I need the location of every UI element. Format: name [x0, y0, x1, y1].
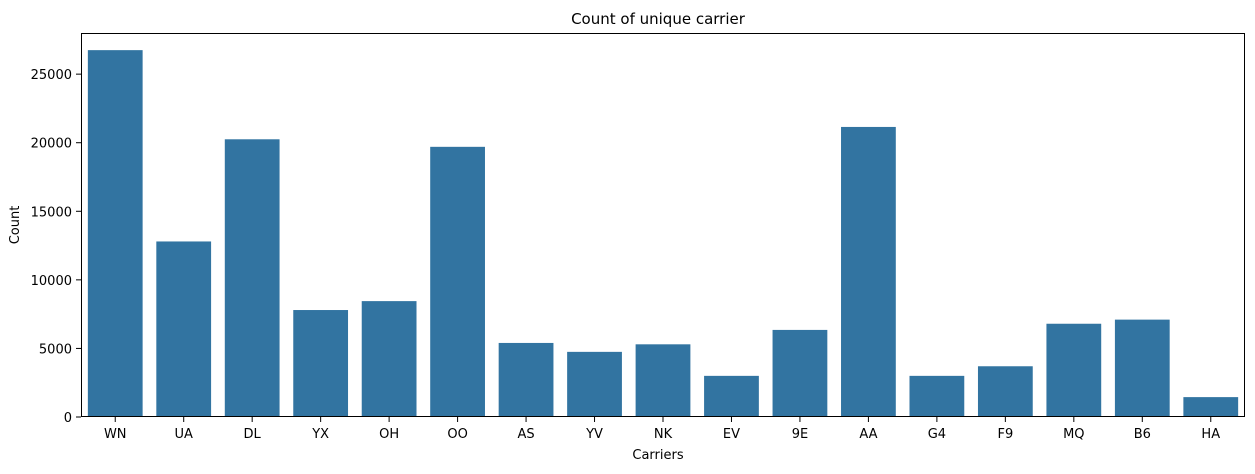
x-tick-label: G4: [928, 427, 946, 442]
bar-dl: [224, 139, 280, 418]
bar-yx: [293, 310, 349, 417]
bar-b6: [1114, 319, 1170, 417]
y-ticks-group: 0 5000 10000 15000 20000 25000: [31, 68, 81, 426]
bar-9e: [772, 329, 828, 417]
y-tick-label: 15000: [31, 205, 72, 220]
bars-group: [87, 50, 1239, 418]
x-tick-label: OH: [379, 427, 399, 442]
bar-ua: [156, 241, 212, 417]
x-tick-label: AA: [859, 427, 877, 442]
y-tick-label: 25000: [31, 68, 72, 83]
bar-ha: [1183, 397, 1239, 417]
bar-g4: [909, 375, 965, 417]
x-tick-label: OO: [447, 427, 467, 442]
y-tick-label: 0: [64, 411, 72, 426]
bar-oh: [361, 301, 417, 417]
x-tick-label: YX: [311, 427, 329, 442]
x-tick-label: F9: [997, 427, 1013, 442]
y-axis-label: Count: [8, 206, 23, 245]
bar-aa: [841, 126, 896, 417]
x-axis-label: Carriers: [632, 448, 683, 463]
x-tick-label: 9E: [792, 427, 809, 442]
bar-ev: [704, 375, 759, 417]
bar-mq: [1046, 323, 1102, 417]
x-tick-label: B6: [1134, 427, 1151, 442]
y-tick-label: 20000: [31, 137, 72, 152]
bar-oo: [430, 146, 485, 418]
chart-title: Count of unique carrier: [571, 10, 746, 28]
x-tick-label: NK: [654, 427, 673, 442]
x-tick-label: WN: [104, 427, 127, 442]
bar-as: [498, 342, 554, 417]
x-tick-label: DL: [244, 427, 262, 442]
x-tick-label: MQ: [1063, 427, 1084, 442]
x-tick-label: AS: [517, 427, 534, 442]
plot-frame: [81, 33, 1245, 417]
x-tick-label: YV: [585, 427, 603, 442]
x-ticks-group: WN UA DL YX OH OO AS YV NK EV 9E AA G4 F9 MQ B6 HA: [104, 417, 1220, 442]
y-tick-label: 5000: [39, 342, 72, 357]
x-tick-label: UA: [174, 427, 193, 442]
y-tick-label: 10000: [31, 274, 72, 289]
x-tick-label: EV: [723, 427, 740, 442]
bar-yv: [567, 351, 622, 417]
bar-nk: [635, 344, 691, 417]
bar-wn: [87, 50, 143, 418]
bar-f9: [977, 366, 1033, 417]
x-tick-label: HA: [1201, 427, 1220, 442]
